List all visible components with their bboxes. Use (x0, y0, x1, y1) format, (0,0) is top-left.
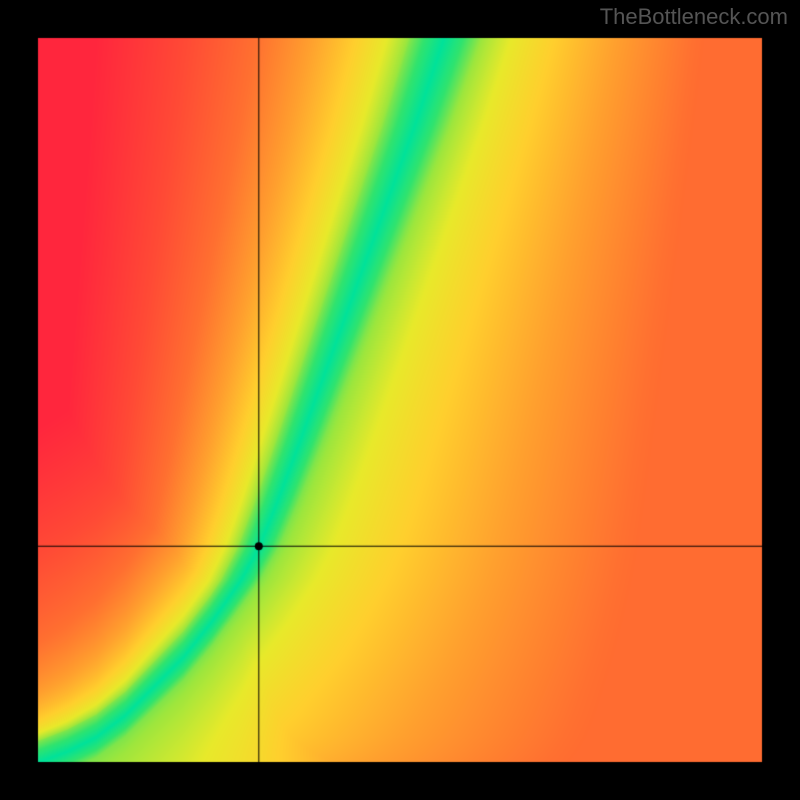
heatmap-chart (0, 0, 800, 800)
chart-container: TheBottleneck.com (0, 0, 800, 800)
heatmap-canvas (0, 0, 800, 800)
watermark-text: TheBottleneck.com (600, 4, 788, 30)
